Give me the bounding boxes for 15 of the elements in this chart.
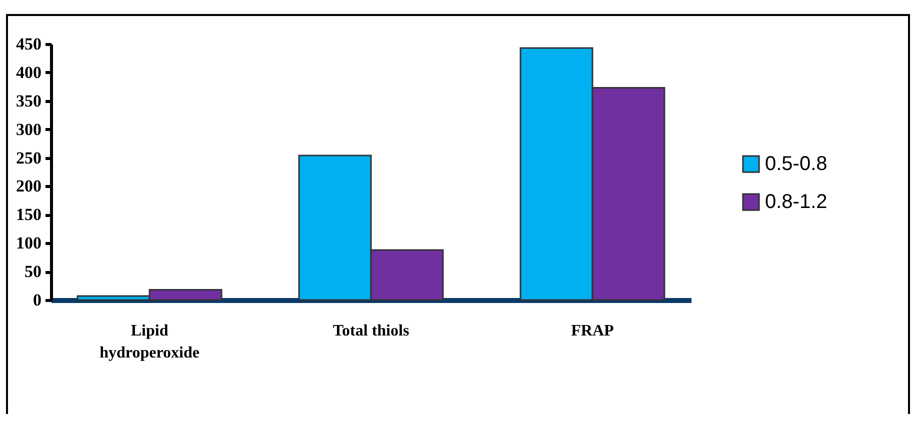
y-tick-label: 50	[24, 262, 42, 282]
x-tick-label: Total thiols	[332, 322, 410, 340]
y-tick-label: 400	[16, 62, 42, 82]
y-tick-label: 350	[16, 91, 42, 110]
y-tick-label: 0	[33, 290, 42, 310]
y-tick-label: 200	[16, 176, 42, 196]
legend-label: 0.8-1.2	[765, 191, 828, 213]
y-tick-label: 150	[16, 205, 42, 224]
y-tick-label: 450	[16, 34, 42, 54]
y-tick-label: 100	[16, 234, 42, 253]
y-tick-label: 250	[16, 148, 42, 168]
y-tick-label: 300	[16, 120, 42, 139]
x-tick-label: FRAP	[571, 322, 614, 340]
x-tick-label: Lipid hydroperoxide	[100, 322, 200, 362]
legend-label: 0.5-0.8	[765, 153, 828, 175]
